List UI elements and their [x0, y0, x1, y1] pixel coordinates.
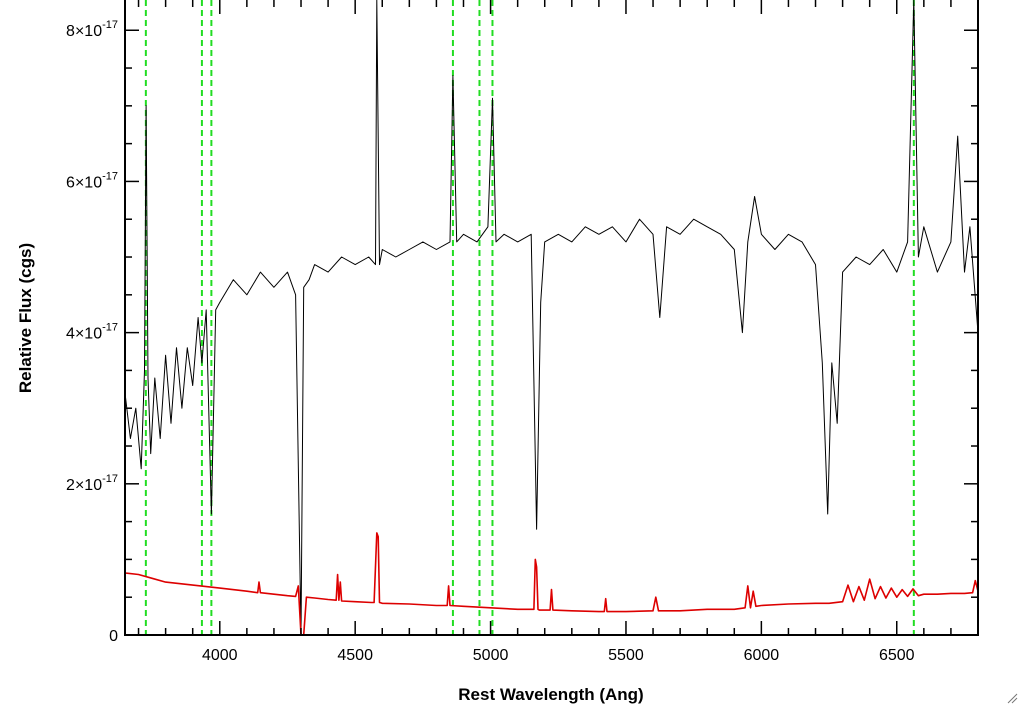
x-axis-title: Rest Wavelength (Ang)	[458, 685, 643, 704]
y-axis-title: Relative Flux (cgs)	[16, 243, 35, 393]
axes	[124, 0, 979, 636]
y-tick-label: 0	[109, 628, 118, 645]
y-tick-label: 2×10-17	[66, 473, 118, 494]
x-tick-label: 6500	[879, 647, 915, 664]
y-tick-label: 6×10-17	[66, 170, 118, 191]
x-tick-label: 5000	[473, 647, 509, 664]
y-tick-label: 4×10-17	[66, 322, 118, 343]
x-tick-label: 4500	[337, 647, 373, 664]
x-tick-label: 5500	[608, 647, 644, 664]
x-tick-label: 6000	[744, 647, 780, 664]
plot-frame	[124, 0, 979, 636]
y-tick-labels: 0 2×10-17 4×10-17 6×10-17 8×10-17	[66, 19, 118, 645]
series-line-0	[125, 0, 978, 635]
y-tick-label: 8×10-17	[66, 19, 118, 40]
resize-grip-icon[interactable]	[1006, 692, 1018, 704]
series-line-1	[125, 532, 978, 635]
series-layer	[125, 0, 978, 635]
x-tick-labels: 4000 4500 5000 5500 6000 6500	[202, 647, 915, 664]
x-tick-label: 4000	[202, 647, 238, 664]
